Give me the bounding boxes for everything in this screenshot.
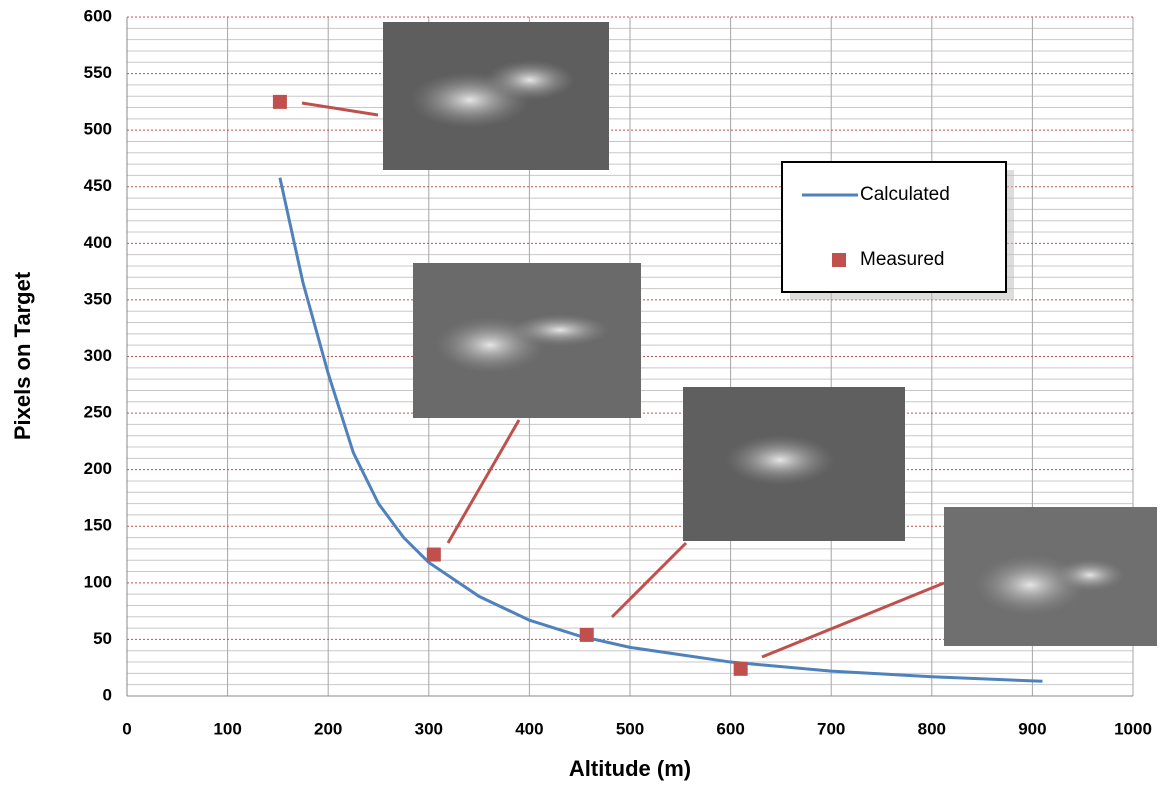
x-tick-label: 100: [213, 719, 241, 738]
y-tick-label: 450: [84, 176, 112, 195]
y-tick-label: 350: [84, 289, 112, 308]
calculated-line: [278, 177, 1043, 683]
legend-swatch: [832, 253, 846, 267]
legend-label: Calculated: [860, 184, 950, 205]
legend: Calculated Measured: [781, 161, 1014, 300]
measured-point: [579, 627, 594, 642]
thumbnail-image: [683, 387, 905, 541]
x-axis-title: Altitude (m): [569, 756, 691, 781]
plot-marks: [272, 94, 1043, 683]
y-tick-label: 400: [84, 233, 112, 252]
thumbnails: [301, 22, 1157, 659]
x-tick-label: 800: [918, 719, 946, 738]
y-tick-label: 100: [84, 572, 112, 591]
leader-line: [301, 101, 379, 117]
leader-line: [610, 541, 688, 619]
measured-point: [272, 94, 287, 109]
x-tick-label: 700: [817, 719, 845, 738]
x-tick-label: 500: [616, 719, 644, 738]
y-tick-label: 600: [84, 6, 112, 25]
y-tick-label: 300: [84, 346, 112, 365]
y-tick-label: 200: [84, 459, 112, 478]
y-tick-label: 500: [84, 120, 112, 139]
x-tick-label: 400: [515, 719, 543, 738]
thumbnail-image: [383, 22, 609, 170]
measured-point: [426, 547, 441, 562]
x-tick-label: 200: [314, 719, 342, 738]
leader-line: [761, 581, 945, 659]
y-axis-title: Pixels on Target: [10, 271, 35, 440]
thumbnail-image: [413, 263, 641, 418]
y-tick-label: 0: [103, 685, 112, 704]
measured-point: [733, 661, 748, 676]
legend-label: Measured: [860, 249, 945, 270]
x-tick-label: 300: [415, 719, 443, 738]
y-tick-label: 250: [84, 403, 112, 422]
y-tick-label: 50: [93, 629, 112, 648]
y-tick-label: 550: [84, 63, 112, 82]
x-tick-label: 0: [122, 719, 131, 738]
x-tick-label: 900: [1018, 719, 1046, 738]
x-tick-label: 600: [716, 719, 744, 738]
y-tick-label: 150: [84, 516, 112, 535]
x-tick-label: 1000: [1114, 719, 1152, 738]
thumbnail-image: [944, 507, 1157, 646]
leader-line: [446, 419, 521, 544]
